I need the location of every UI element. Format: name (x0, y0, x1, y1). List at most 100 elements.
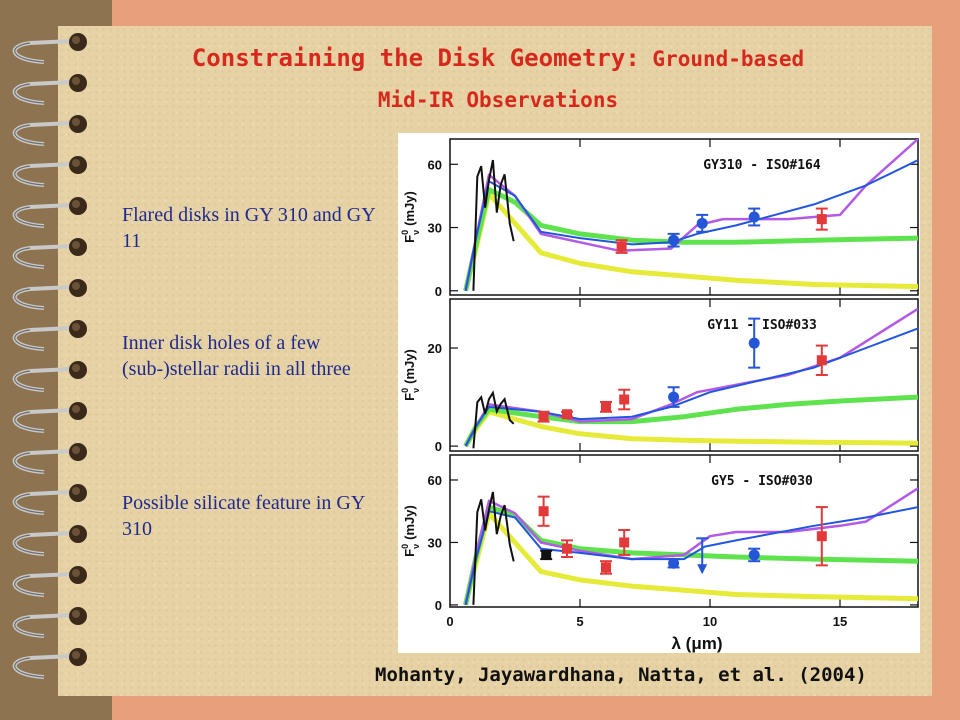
spiral-ring-shadow (14, 124, 45, 145)
ground-data-point (619, 537, 630, 548)
iso-data-point (668, 234, 680, 246)
binding-hole-highlight (72, 282, 80, 290)
spiral-ring-shadow (14, 616, 45, 637)
y-axis-label-units: (mJy) (402, 349, 417, 384)
spiral-ring-shadow (14, 575, 45, 596)
panel-label: GY310 - ISO#164 (703, 158, 821, 173)
y-axis-label-units: (mJy) (402, 505, 417, 540)
binding-hole-highlight (72, 364, 80, 372)
iso-data-point (748, 211, 760, 223)
slide-title-line2: Mid-IR Observations (377, 88, 619, 112)
binding-hole-highlight (72, 610, 80, 618)
y-axis-label-sup: 0 (400, 230, 410, 235)
ground-data-point (619, 394, 630, 405)
slide-title: Constraining the Disk Geometry: Ground-b… (118, 44, 878, 72)
upper-limit-arrow (697, 564, 708, 575)
spiral-ring-shadow (14, 370, 45, 391)
binding-hole-highlight (72, 405, 80, 413)
binding-hole-highlight (72, 569, 80, 577)
y-axis-label: F0ν (mJy) (400, 191, 421, 243)
x-axis-label: λ (μm) (671, 634, 722, 653)
slide-title-main: Constraining the Disk Geometry: (191, 44, 640, 72)
iso-data-point (668, 391, 680, 403)
model-curve-blue (464, 159, 918, 291)
y-tick-label: 60 (428, 157, 442, 172)
model-curve-magenta (464, 139, 918, 292)
y-tick-label: 0 (435, 284, 442, 299)
citation: Mohanty, Jayawardhana, Natta, et al. (20… (375, 664, 867, 686)
ground-data-point (601, 562, 611, 573)
spectrum-curve (472, 159, 515, 291)
model-curve-blue (464, 327, 918, 447)
spectrum-curve (472, 390, 515, 449)
binding-hole-highlight (72, 651, 80, 659)
black-data-point (541, 549, 552, 560)
spiral-ring-shadow (14, 288, 45, 309)
ground-data-point (601, 401, 611, 412)
x-tick-label: 10 (703, 614, 717, 629)
model-curve-green (463, 187, 918, 292)
binding-hole-highlight (72, 118, 80, 126)
ground-data-point (616, 241, 627, 252)
spiral-binding (12, 33, 87, 679)
panel-frame (449, 298, 919, 452)
spectrum-curve (472, 491, 515, 605)
y-axis-label-sub: ν (411, 230, 421, 235)
y-tick-label: 60 (428, 473, 442, 488)
panel-frame (449, 454, 919, 608)
spiral-ring-shadow (14, 534, 45, 555)
panel-label: GY11 - ISO#033 (707, 318, 817, 333)
binding-hole-highlight (72, 528, 80, 536)
binding-hole-highlight (72, 446, 80, 454)
binding-hole-highlight (72, 77, 80, 85)
iso-data-point (668, 557, 680, 569)
spiral-ring-shadow (14, 411, 45, 432)
y-axis-label-sub: ν (411, 544, 421, 549)
x-tick-label: 0 (446, 614, 453, 629)
ground-data-point (816, 214, 827, 225)
spiral-ring-shadow (14, 206, 45, 227)
binding-hole-highlight (72, 36, 80, 44)
y-axis-label-units: (mJy) (402, 191, 417, 226)
spiral-ring-shadow (14, 247, 45, 268)
y-axis-label-sub: ν (411, 388, 421, 393)
binding-hole-highlight (72, 487, 80, 495)
y-axis-label-symbol: F (402, 235, 417, 243)
bullet-text: Flared disks in GY 310 and GY 11 (122, 204, 375, 252)
y-tick-label: 20 (428, 341, 442, 356)
ground-data-point (816, 355, 827, 366)
spiral-ring-shadow (14, 329, 45, 350)
spiral-ring-shadow (14, 165, 45, 186)
iso-data-point (748, 549, 760, 561)
binding-hole-highlight (72, 200, 80, 208)
y-axis-label-symbol: F (402, 549, 417, 557)
y-axis-label-symbol: F (402, 393, 417, 401)
bullet-text: Inner disk holes of a few (sub-)stellar … (122, 332, 351, 380)
y-tick-label: 0 (435, 598, 442, 613)
model-curve-magenta (464, 487, 918, 606)
x-tick-label: 5 (576, 614, 583, 629)
y-axis-label-sup: 0 (400, 544, 410, 549)
y-tick-label: 30 (428, 535, 442, 550)
binding-hole-highlight (72, 323, 80, 331)
y-axis-label: F0ν (mJy) (400, 505, 421, 557)
ground-data-point (562, 409, 572, 420)
plot-area (463, 139, 918, 292)
ground-data-point (816, 531, 827, 542)
iso-data-point (748, 337, 760, 349)
slide-title-sub: Ground-based (639, 47, 805, 71)
x-tick-label: 15 (833, 614, 847, 629)
ground-data-point (562, 543, 572, 554)
spiral-ring-shadow (14, 493, 45, 514)
spiral-ring-shadow (14, 452, 45, 473)
plot-area (463, 487, 918, 606)
binding-hole-highlight (72, 241, 80, 249)
ground-data-point (538, 506, 549, 517)
panel-frame (449, 138, 919, 296)
plot-area (463, 307, 918, 449)
